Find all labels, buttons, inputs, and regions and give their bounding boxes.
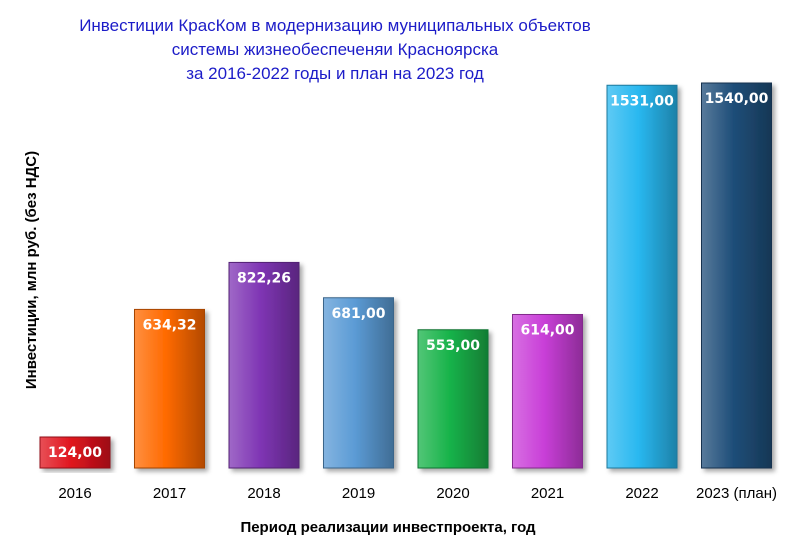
chart-title-line-1: Инвестиции КрасКом в модернизацию муници… — [79, 16, 591, 35]
x-tick-label-2022: 2022 — [625, 485, 658, 502]
chart-title-line-3: за 2016-2022 годы и план на 2023 год — [186, 64, 484, 83]
value-label-2021: 614,00 — [520, 323, 574, 339]
bar-2019 — [323, 297, 394, 469]
bar-2022 — [606, 84, 678, 469]
x-tick-label-2023 (план): 2023 (план) — [696, 485, 777, 502]
chart-title: Инвестиции КрасКом в модернизацию муници… — [79, 16, 591, 83]
value-label-2019: 681,00 — [331, 306, 385, 322]
bar-2020 — [417, 329, 489, 469]
chart-title-line-2: системы жизнеобеспеченяи Красноярска — [172, 40, 499, 59]
value-labels-group: 124,00 634,32 822,26 681,00 553,00 614,00 1531… — [48, 91, 769, 461]
x-tick-label-2019: 2019 — [342, 485, 375, 502]
bar-2023 (план) — [701, 82, 772, 469]
value-label-2020: 553,00 — [426, 338, 480, 354]
x-tick-label-2021: 2021 — [531, 485, 564, 502]
x-tick-label-2016: 2016 — [58, 485, 91, 502]
y-axis-label: Инвестиции, млн руб. (без НДС) — [23, 151, 40, 389]
value-label-2022: 1531,00 — [610, 93, 674, 109]
x-axis-label: Период реализации инвестпроекта, год — [240, 519, 536, 536]
bar-2021 — [512, 314, 583, 469]
x-tick-label-2017: 2017 — [153, 485, 186, 502]
bars-group — [39, 82, 772, 469]
bar-2018 — [228, 261, 300, 469]
value-label-2017: 634,32 — [142, 317, 196, 333]
value-label-2018: 822,26 — [237, 270, 291, 286]
value-label-2016: 124,00 — [48, 445, 102, 461]
x-tick-label-2020: 2020 — [436, 485, 469, 502]
x-tick-labels-group: 2016 2017 2018 2019 2020 2021 2022 2023 (план) — [58, 485, 777, 502]
bar-2016 — [39, 436, 111, 469]
bar-2017 — [134, 308, 205, 469]
value-label-2023 (план): 1540,00 — [705, 91, 769, 107]
x-tick-label-2018: 2018 — [247, 485, 280, 502]
